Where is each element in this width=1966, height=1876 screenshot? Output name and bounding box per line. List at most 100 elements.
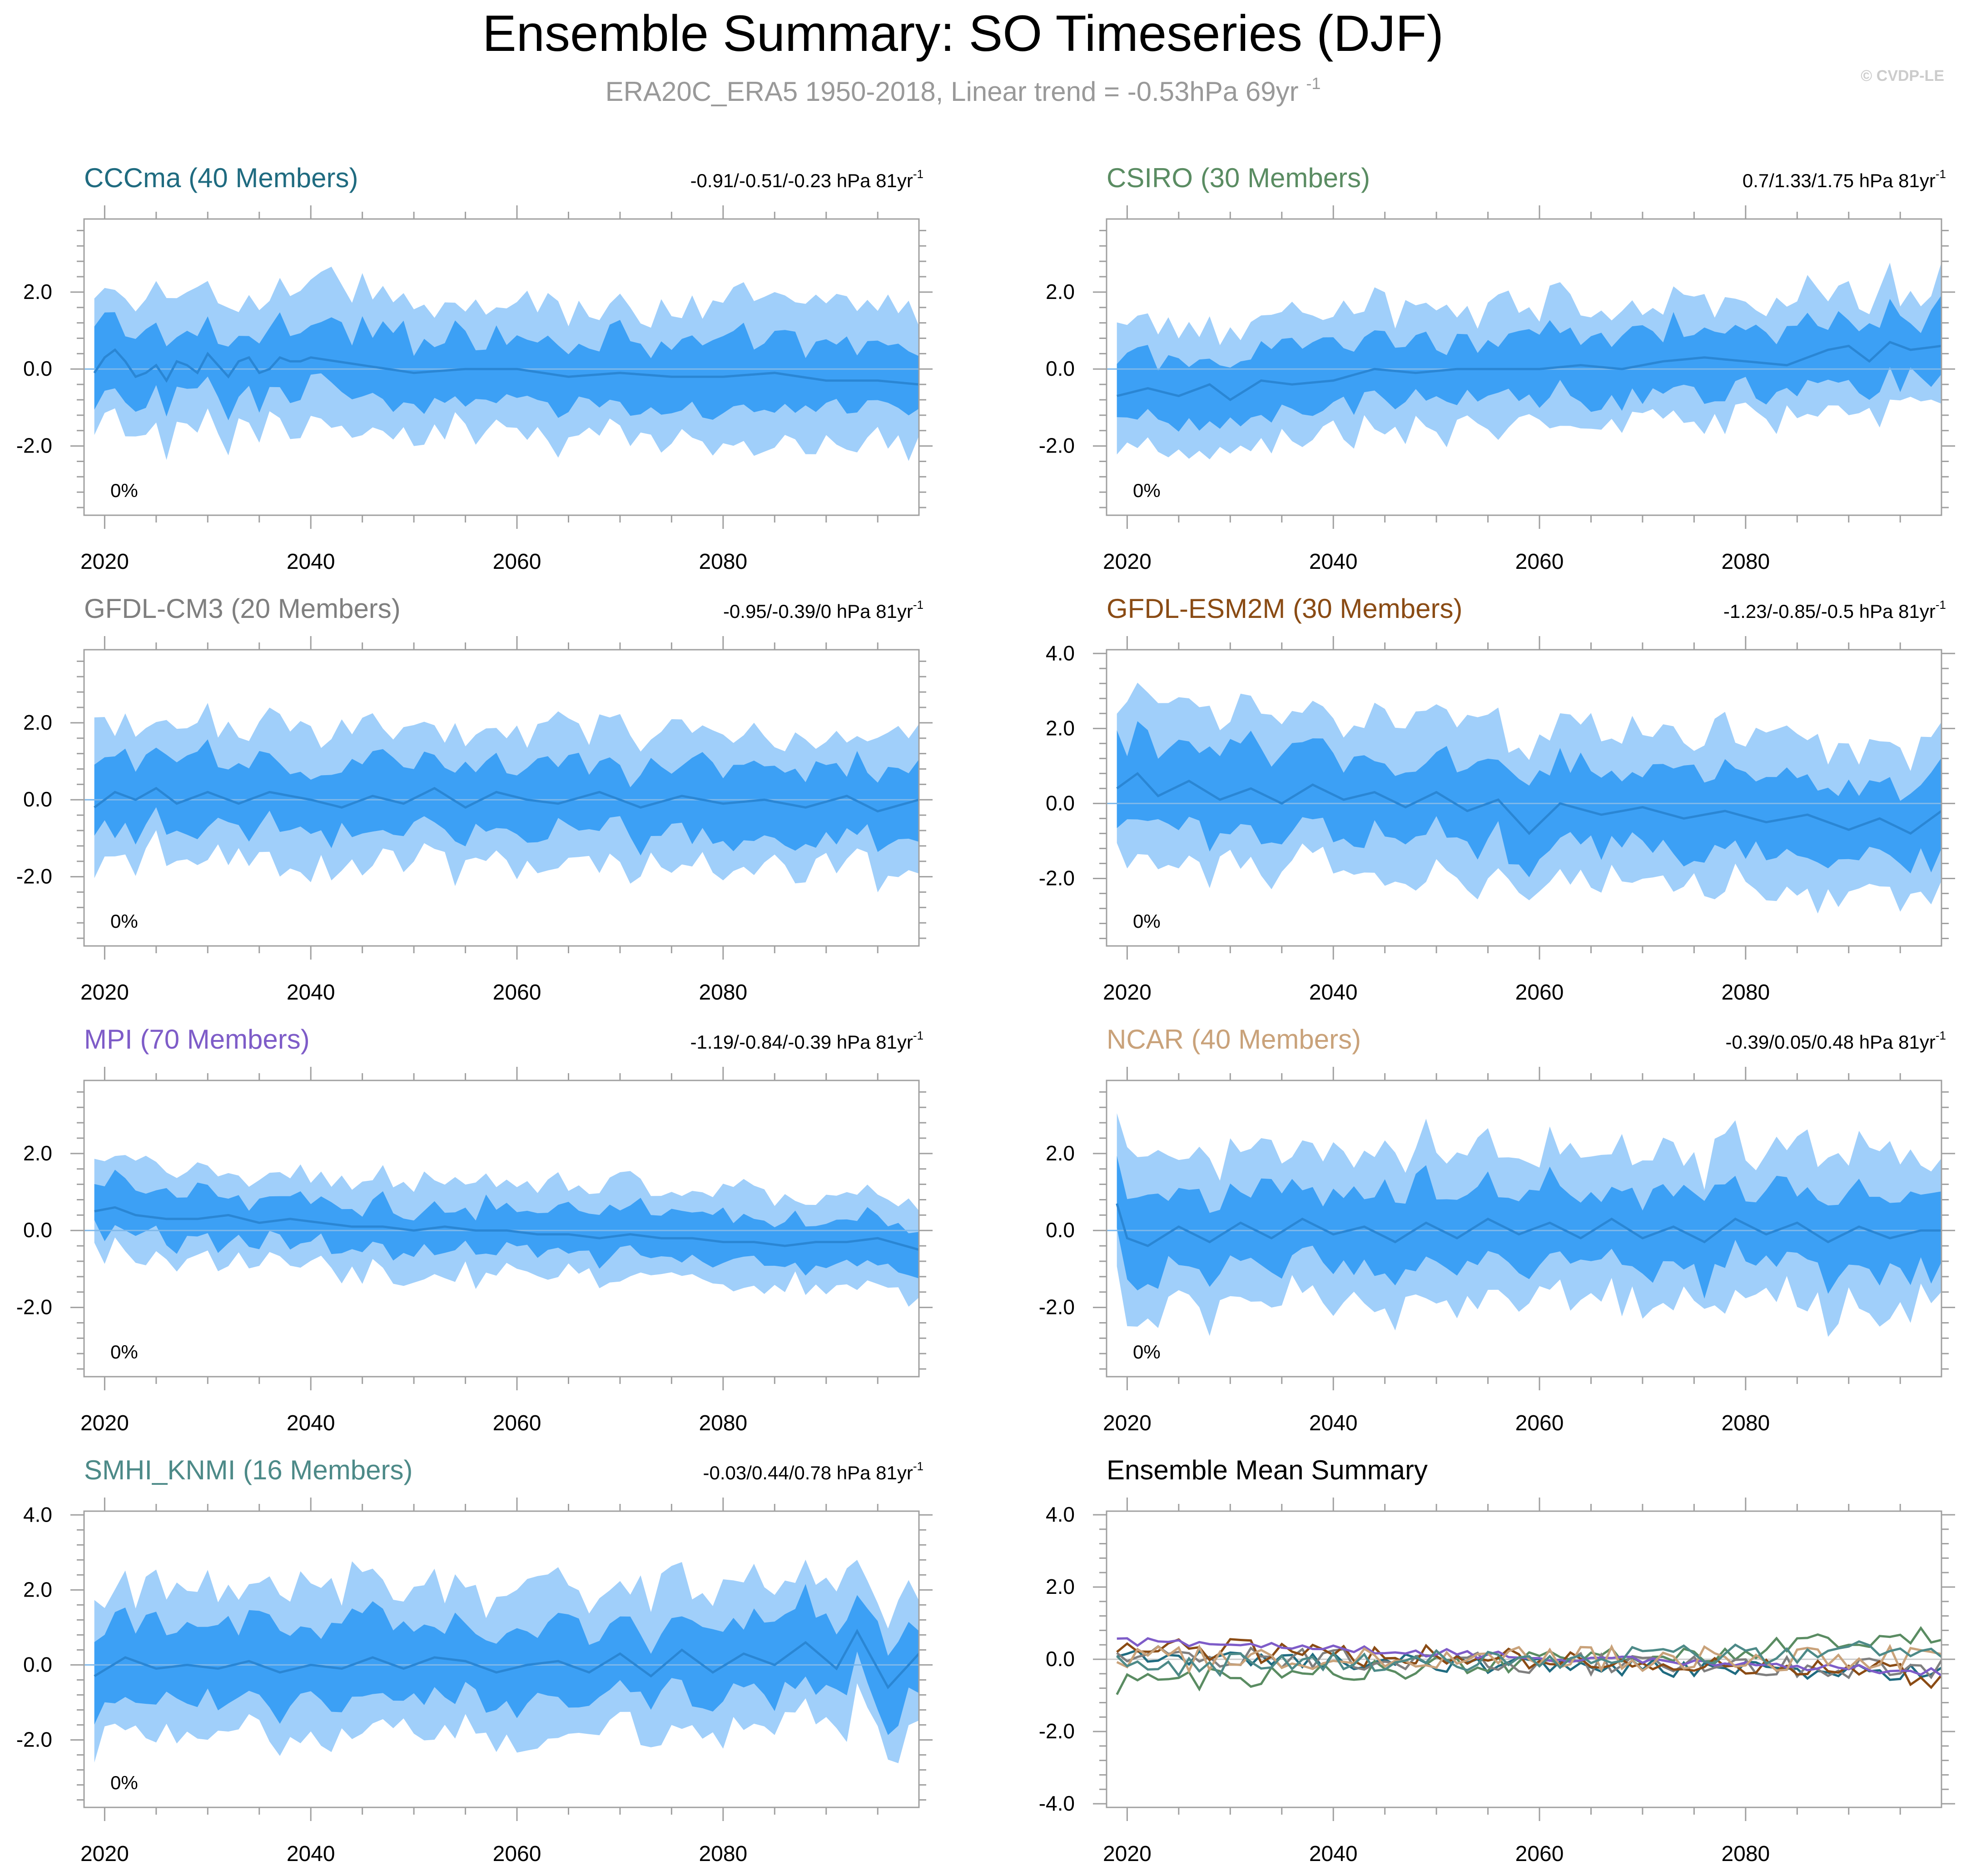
x-tick-label: 2020 — [80, 1842, 129, 1866]
panels-group: CCCma (40 Members) -0.91/-0.51/-0.23 hPa … — [16, 163, 1955, 1866]
x-tick-label: 2080 — [1721, 1411, 1770, 1435]
percent-label: 0% — [110, 911, 138, 932]
y-tick-label: -2.0 — [16, 434, 52, 458]
x-tick-label: 2060 — [1515, 1842, 1564, 1866]
y-tick-label: -2.0 — [16, 1727, 52, 1751]
x-tick-label: 2020 — [1103, 550, 1152, 574]
y-tick-label: 0.0 — [1046, 1218, 1075, 1242]
panel-title: GFDL-CM3 (20 Members) — [84, 593, 401, 624]
plot-frame — [83, 649, 920, 947]
x-tick-label: 2080 — [699, 1842, 747, 1866]
plot-frame — [83, 218, 920, 516]
y-tick-label: 0.0 — [1046, 791, 1075, 815]
panel-trend-label: -0.91/-0.51/-0.23 hPa 81yr-1 — [690, 167, 923, 191]
inner-spread-band — [94, 312, 919, 421]
inner-spread-band — [94, 1169, 919, 1279]
plot-frame — [83, 1510, 920, 1808]
y-tick-label: -2.0 — [16, 1295, 52, 1319]
y-tick-label: -2.0 — [1039, 866, 1075, 890]
inner-spread-band — [1117, 1155, 1941, 1299]
x-tick-label: 2080 — [699, 980, 747, 1005]
panel-gfdl-esm2m-30-members: GFDL-ESM2M (30 Members) -1.23/-0.85/-0.5 … — [1039, 593, 1955, 1005]
plot-area — [84, 1559, 919, 1763]
panel-mpi-70-members: MPI (70 Members) -1.19/-0.84/-0.39 hPa 81… — [16, 1024, 933, 1435]
panel-title: CCCma (40 Members) — [84, 163, 358, 193]
plot-frame — [83, 1080, 920, 1378]
trend-superscript: -1 — [913, 167, 923, 181]
y-tick-label: 0.0 — [1046, 357, 1075, 380]
x-tick-label: 2040 — [287, 550, 335, 574]
x-tick-label: 2080 — [1721, 980, 1770, 1005]
y-tick-label: 0.0 — [23, 787, 52, 811]
trend-superscript: -1 — [1936, 167, 1946, 181]
panel-trend-label: -0.95/-0.39/0 hPa 81yr-1 — [723, 598, 923, 622]
trend-text: -0.03/0.44/0.78 hPa 81yr — [703, 1462, 913, 1483]
plot-area — [1107, 1626, 1941, 1695]
percent-label: 0% — [1133, 480, 1161, 501]
x-tick-label: 2080 — [1721, 1842, 1770, 1866]
x-tick-label: 2040 — [1309, 980, 1358, 1005]
trend-superscript: -1 — [913, 598, 923, 612]
plot-area — [84, 1155, 919, 1307]
y-tick-label: 2.0 — [23, 711, 52, 734]
inner-spread-band — [94, 739, 919, 856]
plot-frame — [1106, 649, 1942, 947]
panel-trend-label: -1.19/-0.84/-0.39 hPa 81yr-1 — [690, 1029, 923, 1053]
trend-superscript: -1 — [1936, 598, 1946, 612]
percent-label: 0% — [110, 1341, 138, 1363]
series-line-ncar — [1116, 1644, 1941, 1674]
trend-text: -0.39/0.05/0.48 hPa 81yr — [1726, 1031, 1936, 1053]
panel-title: GFDL-ESM2M (30 Members) — [1107, 593, 1462, 624]
y-tick-label: 2.0 — [1046, 1575, 1075, 1598]
ensemble-mean-line — [94, 786, 919, 813]
y-tick-label: 4.0 — [1046, 641, 1075, 665]
x-tick-label: 2040 — [287, 1411, 335, 1435]
y-tick-label: 4.0 — [1046, 1503, 1075, 1526]
y-tick-label: 2.0 — [1046, 716, 1075, 740]
x-tick-label: 2060 — [493, 550, 541, 574]
subtitle-main: ERA20C_ERA5 1950-2018, Linear trend = -0… — [606, 76, 1299, 107]
percent-label: 0% — [110, 480, 138, 501]
trend-text: 0.7/1.33/1.75 hPa 81yr — [1743, 170, 1936, 191]
trend-text: -1.19/-0.84/-0.39 hPa 81yr — [690, 1031, 913, 1053]
x-tick-label: 2060 — [493, 1842, 541, 1866]
panel-title: MPI (70 Members) — [84, 1024, 310, 1055]
x-tick-label: 2060 — [493, 980, 541, 1005]
plot-area — [84, 267, 919, 461]
y-tick-label: 0.0 — [23, 1652, 52, 1676]
x-tick-label: 2060 — [1515, 980, 1564, 1005]
trend-superscript: -1 — [1936, 1029, 1946, 1042]
x-tick-label: 2060 — [493, 1411, 541, 1435]
panel-ncar-40-members: NCAR (40 Members) -0.39/0.05/0.48 hPa 81y… — [1039, 1024, 1955, 1435]
trend-text: -1.23/-0.85/-0.5 hPa 81yr — [1723, 601, 1936, 622]
panel-title: CSIRO (30 Members) — [1107, 163, 1370, 193]
y-tick-label: -2.0 — [1039, 1719, 1075, 1743]
trend-text: -0.95/-0.39/0 hPa 81yr — [723, 601, 913, 622]
panel-smhi-knmi-16-members: SMHI_KNMI (16 Members) -0.03/0.44/0.78 hP… — [16, 1455, 933, 1866]
trend-superscript: -1 — [913, 1459, 923, 1473]
ensemble-mean-line — [94, 1206, 919, 1251]
inner-spread-band — [94, 1584, 919, 1735]
x-tick-label: 2020 — [1103, 1411, 1152, 1435]
x-tick-label: 2020 — [1103, 980, 1152, 1005]
x-tick-label: 2020 — [1103, 1842, 1152, 1866]
y-tick-label: 2.0 — [23, 1577, 52, 1601]
x-tick-label: 2060 — [1515, 1411, 1564, 1435]
x-tick-label: 2040 — [287, 980, 335, 1005]
y-tick-label: 4.0 — [23, 1503, 52, 1526]
inner-spread-band — [1117, 295, 1941, 432]
series-line-gfdl-esm2m — [1116, 1638, 1941, 1689]
y-tick-label: 0.0 — [1046, 1647, 1075, 1671]
ensemble-mean-line — [1117, 341, 1941, 402]
x-tick-label: 2020 — [80, 550, 129, 574]
panel-gfdl-cm3-20-members: GFDL-CM3 (20 Members) -0.95/-0.39/0 hPa 8… — [16, 593, 933, 1005]
series-line-smhi-knmi — [1116, 1640, 1941, 1677]
y-tick-label: 2.0 — [1046, 280, 1075, 304]
ensemble-mean-line — [1116, 772, 1941, 835]
panel-cccma-40-members: CCCma (40 Members) -0.91/-0.51/-0.23 hPa … — [16, 163, 933, 574]
x-tick-label: 2080 — [1721, 550, 1770, 574]
panel-trend-label: -1.23/-0.85/-0.5 hPa 81yr-1 — [1723, 598, 1946, 622]
figure-subtitle: ERA20C_ERA5 1950-2018, Linear trend = -0… — [606, 74, 1321, 107]
y-tick-label: 0.0 — [23, 1218, 52, 1242]
